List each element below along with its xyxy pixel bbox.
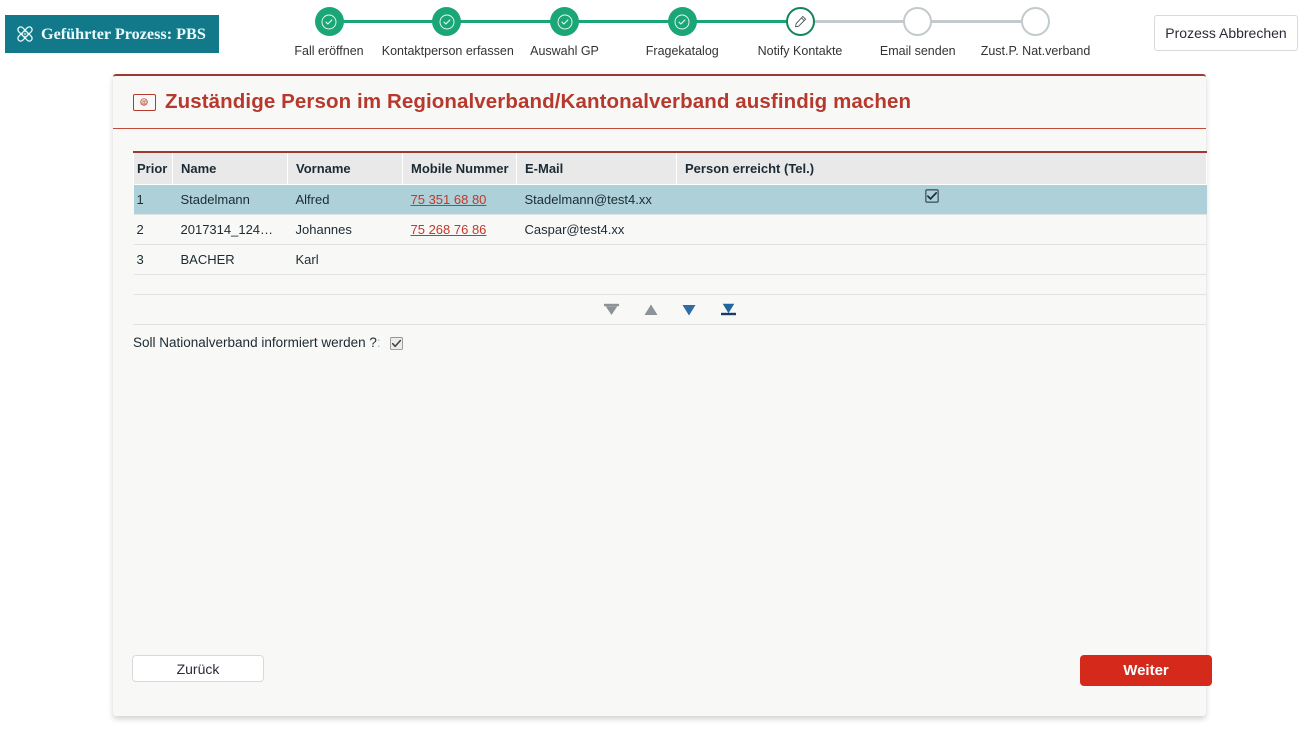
svg-text:@: @ bbox=[142, 100, 147, 106]
